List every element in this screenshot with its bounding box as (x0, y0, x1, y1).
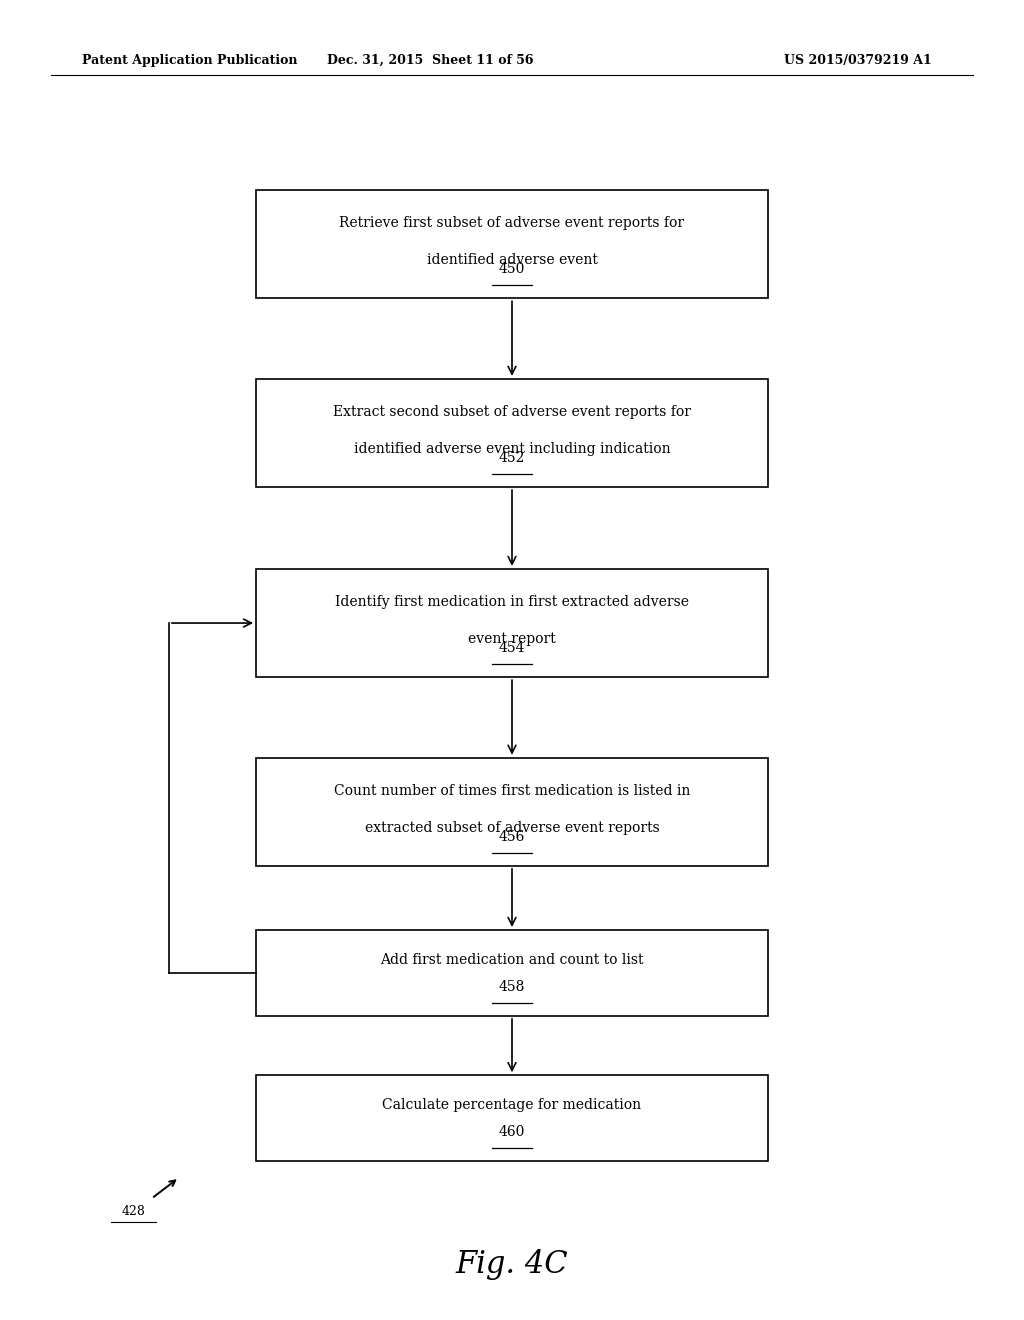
Text: 452: 452 (499, 451, 525, 465)
Text: 450: 450 (499, 263, 525, 276)
Bar (256, 569, 768, 677)
Text: Identify first medication in first extracted adverse: Identify first medication in first extra… (335, 595, 689, 609)
Text: 456: 456 (499, 830, 525, 843)
Text: event report: event report (468, 632, 556, 645)
Text: 458: 458 (499, 979, 525, 994)
Bar (256, 929, 768, 1016)
Bar (256, 190, 768, 298)
Bar (256, 379, 768, 487)
Text: Add first medication and count to list: Add first medication and count to list (380, 953, 644, 966)
Text: identified adverse event including indication: identified adverse event including indic… (353, 442, 671, 455)
Text: Calculate percentage for medication: Calculate percentage for medication (382, 1098, 642, 1111)
Text: Fig. 4C: Fig. 4C (456, 1249, 568, 1280)
Text: identified adverse event: identified adverse event (427, 253, 597, 267)
Text: extracted subset of adverse event reports: extracted subset of adverse event report… (365, 821, 659, 834)
Bar (256, 758, 768, 866)
Text: Patent Application Publication: Patent Application Publication (82, 54, 297, 67)
Text: Count number of times first medication is listed in: Count number of times first medication i… (334, 784, 690, 797)
Text: 460: 460 (499, 1125, 525, 1139)
Text: Extract second subset of adverse event reports for: Extract second subset of adverse event r… (333, 405, 691, 418)
Text: Dec. 31, 2015  Sheet 11 of 56: Dec. 31, 2015 Sheet 11 of 56 (327, 54, 534, 67)
Text: Retrieve first subset of adverse event reports for: Retrieve first subset of adverse event r… (339, 216, 685, 230)
Text: 454: 454 (499, 642, 525, 655)
Text: US 2015/0379219 A1: US 2015/0379219 A1 (784, 54, 932, 67)
Text: 428: 428 (121, 1205, 145, 1218)
Bar (256, 1074, 768, 1162)
